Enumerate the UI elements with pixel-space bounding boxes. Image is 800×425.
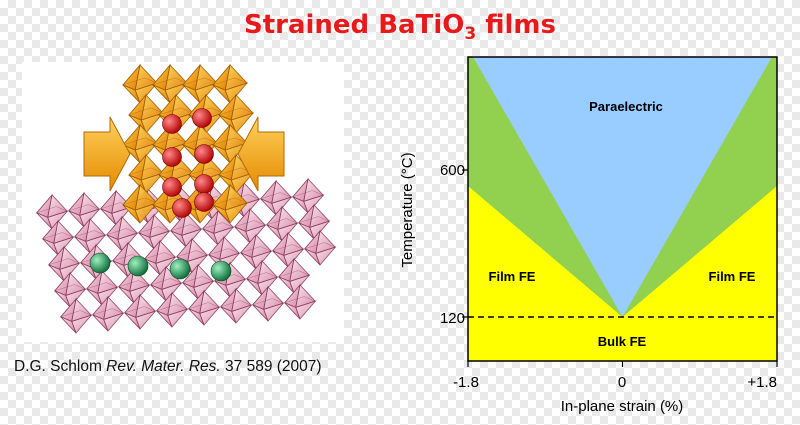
pink-octahedron xyxy=(48,245,81,282)
x-tick-zero: 0 xyxy=(618,374,626,391)
pink-octahedron xyxy=(86,269,119,306)
pink-octahedron xyxy=(260,179,293,216)
page-title: Strained BaTiO3 films xyxy=(243,10,556,45)
phase-diagram-chart: Paraelectric Film FE Film FE Bulk FE 600… xyxy=(399,56,778,415)
red-sphere xyxy=(194,174,214,194)
crystal-structure-panel xyxy=(22,62,344,342)
pink-octahedron xyxy=(54,271,87,308)
pink-octahedron xyxy=(144,239,177,276)
left-compression-arrow xyxy=(83,116,131,192)
pink-octahedron xyxy=(170,211,203,248)
pink-octahedron xyxy=(124,293,157,330)
red-sphere xyxy=(162,114,182,134)
pink-octahedron xyxy=(92,295,125,332)
pink-octahedron xyxy=(60,297,93,334)
region-label-film-fe-left: Film FE xyxy=(489,269,536,284)
pink-octahedron xyxy=(188,289,221,326)
y-tick-600: 600 xyxy=(440,162,465,179)
pink-octahedron xyxy=(292,177,325,214)
pink-octahedron xyxy=(240,233,273,270)
pink-octahedron xyxy=(106,215,139,252)
pink-octahedron xyxy=(266,205,299,242)
orange-octahedron xyxy=(122,63,159,104)
pink-octahedron xyxy=(74,217,107,254)
green-sphere xyxy=(210,260,232,282)
x-tick-neg: -1.8 xyxy=(453,374,479,391)
green-sphere xyxy=(127,255,149,277)
orange-octahedron xyxy=(128,93,165,134)
pink-octahedron xyxy=(150,265,183,302)
red-sphere xyxy=(192,108,212,128)
pink-octahedron xyxy=(42,219,75,256)
pink-octahedron xyxy=(298,203,331,240)
orange-octahedron xyxy=(212,183,249,224)
y-axis-label: Temperature (°C) xyxy=(399,152,416,267)
orange-octahedron xyxy=(122,183,159,224)
pink-octahedron xyxy=(100,189,133,226)
orange-octahedron xyxy=(128,153,165,194)
pink-octahedron xyxy=(138,213,171,250)
pink-octahedron xyxy=(202,209,235,246)
orange-octahedron xyxy=(212,63,249,104)
pink-octahedron xyxy=(36,193,69,230)
pink-octahedron xyxy=(246,259,279,296)
orange-octahedron xyxy=(218,93,255,134)
pink-octahedron xyxy=(68,191,101,228)
region-label-film-fe-right: Film FE xyxy=(709,269,756,284)
red-sphere xyxy=(162,147,182,167)
pink-octahedron xyxy=(284,283,317,320)
pink-octahedron xyxy=(304,229,337,266)
region-paraelectric xyxy=(473,57,772,317)
pink-octahedron xyxy=(272,231,305,268)
orange-octahedron xyxy=(152,63,189,104)
perovskite-crystal-icon xyxy=(36,63,337,334)
y-tick-120: 120 xyxy=(440,310,465,327)
region-label-paraelectric: Paraelectric xyxy=(589,99,663,114)
green-sphere xyxy=(89,252,111,274)
right-compression-arrow xyxy=(237,116,285,192)
plot-area xyxy=(462,56,778,367)
region-label-bulk-fe: Bulk FE xyxy=(598,334,647,349)
pink-octahedron xyxy=(234,207,267,244)
orange-octahedron xyxy=(182,63,219,104)
red-sphere xyxy=(162,177,182,197)
pink-octahedron xyxy=(220,287,253,324)
pink-octahedron xyxy=(156,291,189,328)
red-sphere xyxy=(194,192,214,212)
x-tick-pos: +1.8 xyxy=(747,374,777,391)
citation: D.G. Schlom Rev. Mater. Res. 37 589 (200… xyxy=(14,358,322,375)
green-sphere xyxy=(169,258,191,280)
red-sphere xyxy=(172,198,192,218)
red-sphere xyxy=(194,144,214,164)
x-axis-label: In-plane strain (%) xyxy=(561,398,684,415)
pink-octahedron xyxy=(182,263,215,300)
pink-octahedron xyxy=(252,285,285,322)
pink-octahedron xyxy=(278,257,311,294)
